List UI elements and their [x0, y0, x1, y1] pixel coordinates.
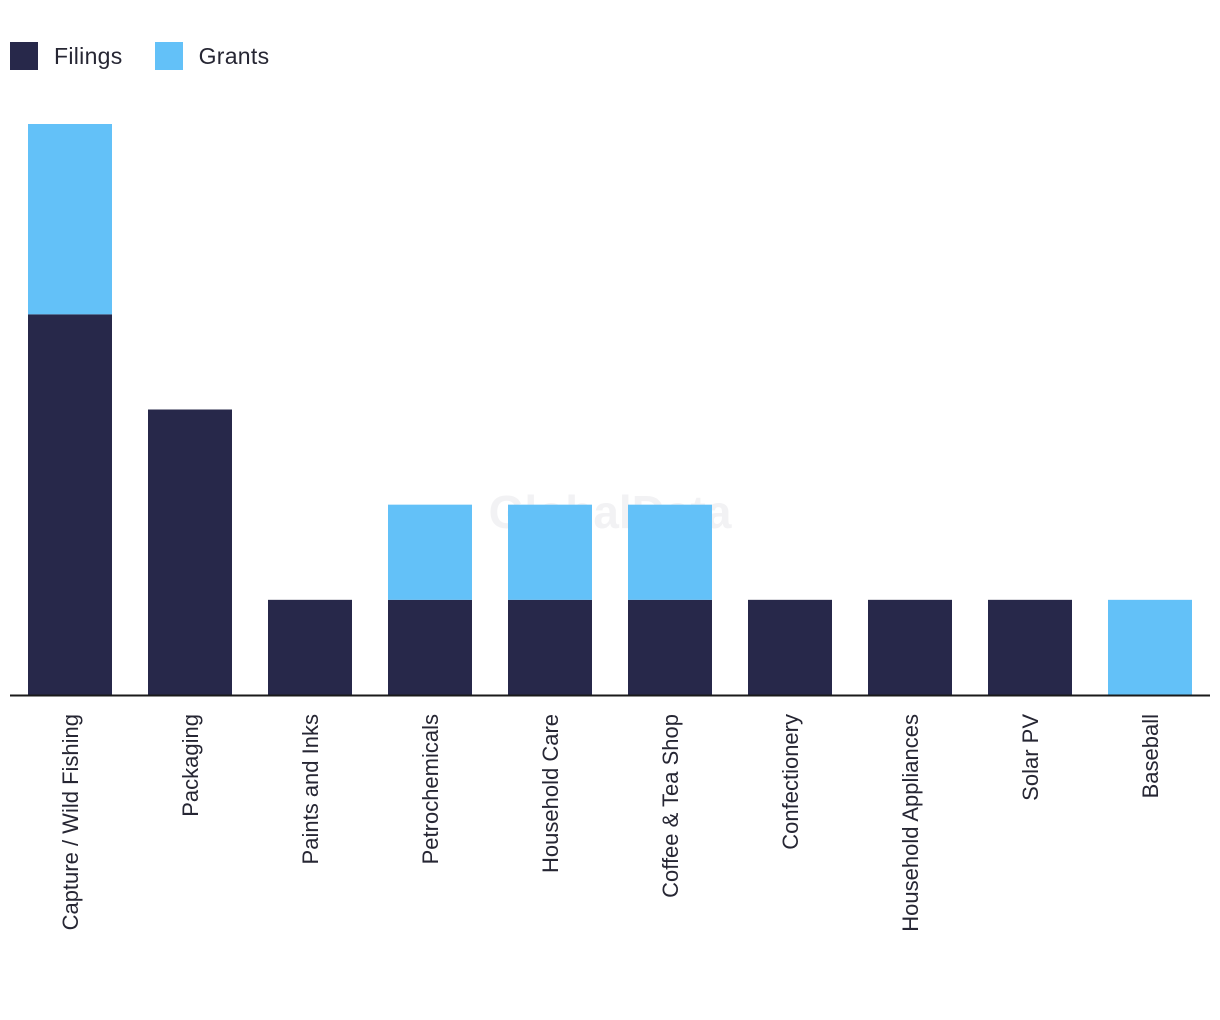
bar-grants-1 — [28, 124, 112, 315]
x-tick-label: Confectionery — [778, 714, 803, 850]
x-tick-label: Solar PV — [1018, 714, 1043, 801]
tick-labels-group: Capture / Wild Fishing Packaging Paints an… — [58, 714, 1163, 932]
x-tick-label: Petrochemicals — [418, 714, 443, 864]
bars-group — [28, 124, 1192, 695]
legend-label-grants: Grants — [198, 42, 270, 69]
bar-filings-7 — [748, 599, 832, 695]
x-tick-label: Packaging — [178, 714, 203, 817]
bar-filings-5 — [508, 599, 592, 695]
bar-filings-6 — [628, 599, 712, 695]
bar-filings-2 — [148, 409, 232, 695]
x-tick-label: Capture / Wild Fishing — [58, 714, 83, 930]
bar-grants-5 — [508, 504, 592, 600]
chart-legend: Filings Grants — [10, 42, 301, 70]
x-tick-label: Paints and Inks — [298, 714, 323, 864]
x-tick-label: Baseball — [1138, 714, 1163, 798]
bar-grants-10 — [1108, 599, 1192, 695]
bar-filings-8 — [868, 599, 952, 695]
bar-grants-4 — [388, 504, 472, 600]
x-tick-label: Household Care — [538, 714, 563, 873]
x-tick-label: Household Appliances — [898, 714, 923, 932]
bar-filings-4 — [388, 599, 472, 695]
bar-grants-6 — [628, 504, 712, 600]
bar-filings-1 — [28, 314, 112, 695]
legend-swatch-filings — [10, 42, 38, 70]
legend-item-grants: Grants — [154, 42, 270, 70]
legend-item-filings: Filings — [10, 42, 123, 70]
x-tick-label: Coffee & Tea Shop — [658, 714, 683, 898]
bar-filings-9 — [988, 599, 1072, 695]
legend-swatch-grants — [154, 42, 183, 70]
legend-label-filings: Filings — [54, 42, 123, 69]
bar-filings-3 — [268, 599, 352, 695]
